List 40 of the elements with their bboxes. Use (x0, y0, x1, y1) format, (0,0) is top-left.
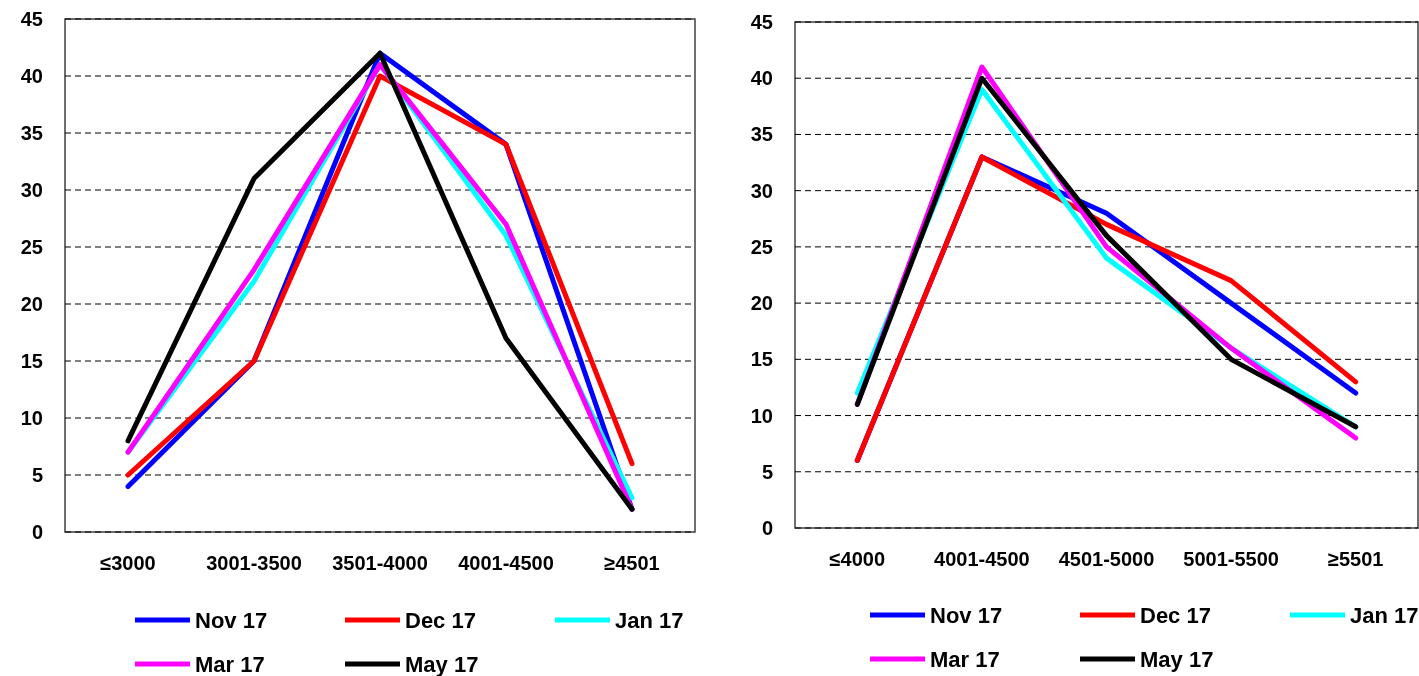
y-tick-label: 15 (750, 348, 773, 371)
y-tick-label: 20 (20, 293, 43, 315)
legend-label: Nov 17 (930, 602, 1003, 628)
y-tick-label: 40 (750, 67, 773, 90)
y-tick-label: 35 (20, 122, 43, 144)
x-tick-label: ≥4501 (604, 552, 660, 574)
legend-label: Mar 17 (195, 651, 265, 676)
legend-label: May 17 (1140, 646, 1214, 672)
y-tick-label: 40 (20, 65, 43, 87)
legend-label: Jan 17 (1350, 602, 1419, 628)
y-tick-label: 20 (750, 292, 773, 315)
legend-label: Mar 17 (930, 646, 1000, 672)
x-tick-label: 3501-4000 (332, 552, 428, 574)
legend-label: May 17 (405, 651, 479, 676)
legend-label: Jan 17 (615, 607, 684, 633)
x-tick-label: 4001-4500 (458, 552, 554, 574)
x-tick-label: ≤3000 (100, 552, 156, 574)
y-tick-label: 25 (20, 236, 43, 258)
legend-label: Nov 17 (195, 607, 268, 633)
y-tick-label: 35 (750, 123, 773, 146)
y-tick-label: 30 (20, 179, 43, 201)
x-tick-label: 3001-3500 (206, 552, 302, 574)
legend-label: Dec 17 (1140, 602, 1211, 628)
y-tick-label: 45 (20, 8, 43, 30)
y-tick-label: 0 (761, 517, 773, 539)
y-tick-label: 30 (750, 179, 773, 202)
y-tick-label: 0 (31, 521, 43, 543)
y-tick-label: 10 (20, 407, 43, 429)
legend-label: Dec 17 (405, 607, 476, 633)
y-tick-label: 25 (750, 235, 773, 258)
x-tick-label: ≤4000 (829, 548, 886, 570)
x-tick-label: 4501-5000 (1058, 548, 1155, 570)
y-tick-label: 5 (31, 464, 43, 486)
x-tick-label: 4001-4500 (934, 548, 1030, 570)
y-tick-label: 15 (20, 350, 43, 372)
y-tick-label: 10 (750, 404, 773, 427)
y-tick-label: 5 (761, 460, 773, 483)
x-tick-label: ≥5501 (1327, 548, 1384, 570)
y-tick-label: 45 (750, 11, 773, 33)
x-tick-label: 5001-5500 (1183, 548, 1279, 570)
